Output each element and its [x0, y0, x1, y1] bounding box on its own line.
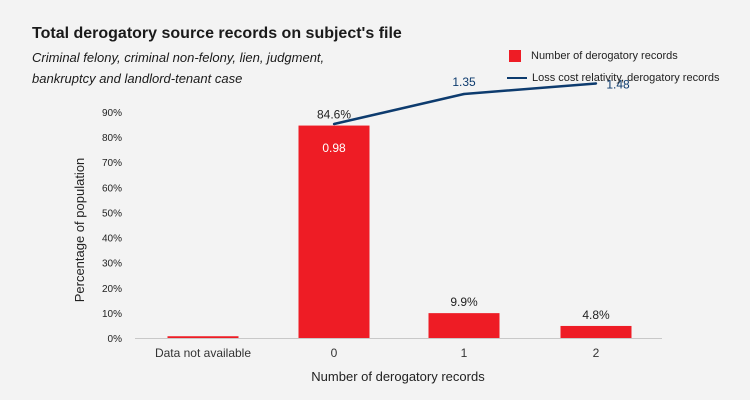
y-tick-label: 40%	[102, 234, 122, 245]
legend-item-line: Loss cost relativity, derogatory records	[507, 67, 719, 89]
y-tick-label: 20%	[102, 284, 122, 295]
line-value-label: 0.98	[322, 141, 346, 155]
y-tick-label: 80%	[102, 133, 122, 144]
y-tick-label: 70%	[102, 158, 122, 169]
legend-bar-swatch	[509, 50, 521, 62]
bar-value-label: 4.8%	[582, 308, 610, 322]
bar-value-label: 84.6%	[317, 108, 351, 122]
line-point	[332, 122, 336, 126]
x-tick-label: 1	[461, 346, 468, 360]
x-tick-label: 2	[593, 346, 600, 360]
y-axis-label: Percentage of population	[72, 158, 87, 303]
chart-title: Total derogatory source records on subje…	[32, 25, 402, 42]
bar	[167, 336, 239, 338]
legend: Number of derogatory records Loss cost r…	[507, 45, 719, 89]
legend-line-label: Loss cost relativity, derogatory records	[532, 72, 720, 84]
y-tick-label: 0%	[108, 334, 123, 345]
line-value-label: 1.35	[452, 75, 476, 89]
y-tick-label: 90%	[102, 108, 122, 119]
y-tick-label: 30%	[102, 259, 122, 270]
bar-value-label: 9.9%	[450, 295, 478, 309]
y-tick-label: 10%	[102, 309, 122, 320]
y-tick-label: 50%	[102, 208, 122, 219]
y-tick-label: 60%	[102, 183, 122, 194]
bar	[428, 313, 500, 338]
line-point	[594, 82, 598, 85]
x-tick-label: Data not available	[155, 346, 251, 360]
line-value-label: 1.48	[606, 77, 630, 91]
legend-item-bars: Number of derogatory records	[507, 45, 719, 67]
bar	[560, 325, 632, 338]
line-point	[462, 92, 466, 96]
x-tick-label: 0	[331, 346, 338, 360]
series-line	[333, 82, 597, 126]
legend-line-swatch	[507, 77, 527, 79]
x-axis-label: Number of derogatory records	[311, 369, 485, 384]
bar	[298, 125, 370, 338]
legend-bar-label: Number of derogatory records	[531, 50, 678, 62]
chart-subtitle: Criminal felony, criminal non-felony, li…	[32, 50, 325, 86]
